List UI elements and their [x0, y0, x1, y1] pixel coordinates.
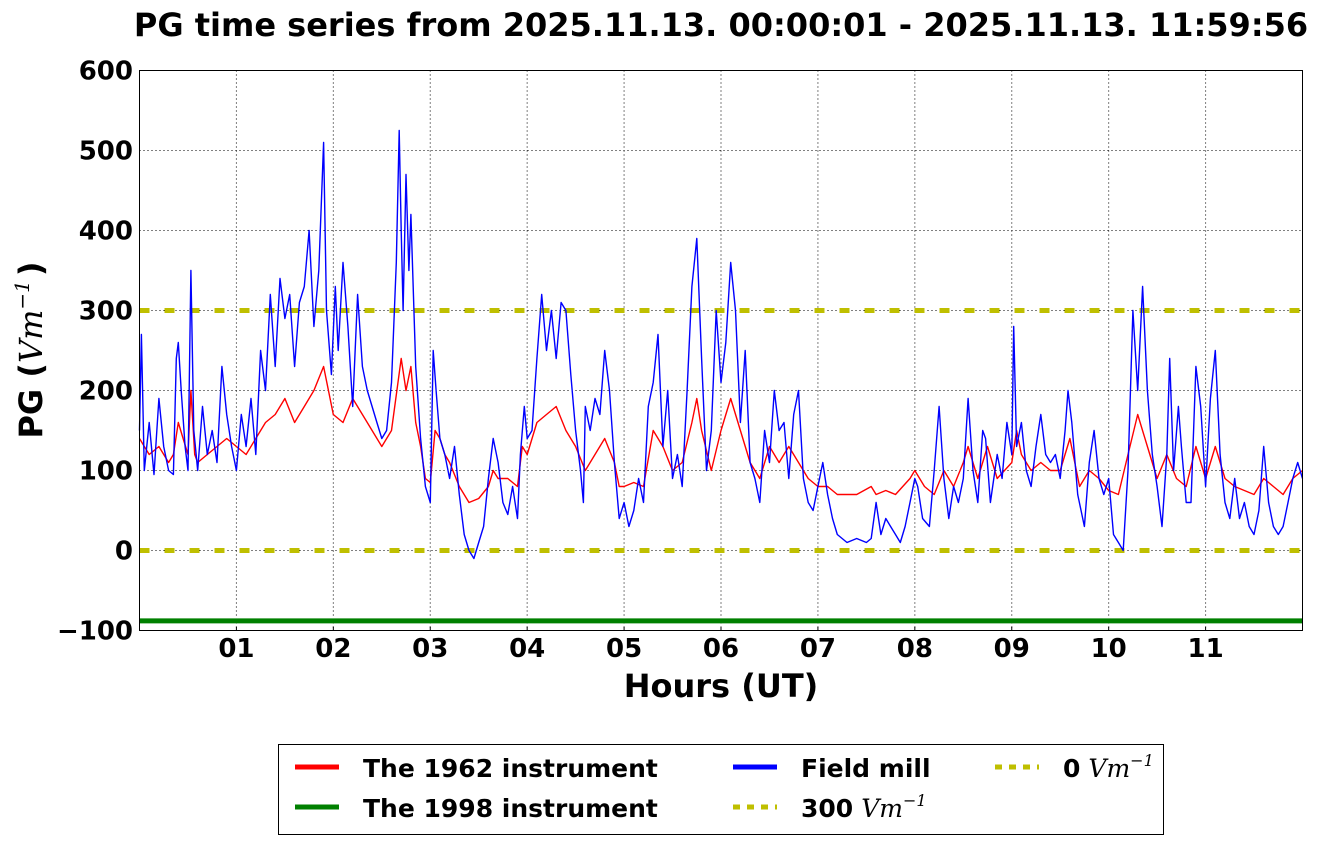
x-tick-label: 07: [800, 634, 836, 664]
legend-label: Field mill: [801, 754, 931, 783]
x-axis-label: Hours (UT): [624, 667, 819, 705]
legend-label: The 1962 instrument: [363, 754, 658, 783]
legend-item: The 1962 instrument: [295, 754, 658, 783]
legend-item: Field mill: [733, 754, 931, 783]
x-tick-label: 03: [412, 634, 448, 664]
y-tick-label: 0: [115, 537, 133, 567]
legend-label: 300 Vm−1: [801, 791, 927, 823]
legend-item: The 1998 instrument: [295, 794, 658, 823]
x-tick-label: 02: [315, 634, 351, 664]
x-tick-label: 04: [509, 634, 545, 664]
legend: The 1962 instrument The 1998 instrument Fi…: [278, 744, 1164, 835]
x-tick-label: 06: [703, 634, 739, 664]
y-tick-label: 400: [79, 217, 133, 247]
x-tick-label: 10: [1091, 634, 1127, 664]
x-tick-label: 01: [218, 634, 254, 664]
series-group: [138, 129, 1304, 624]
legend-label: The 1998 instrument: [363, 794, 658, 823]
x-tick-label: 05: [606, 634, 642, 664]
plot-frame: [139, 70, 1303, 631]
legend-item: 0 Vm−1: [995, 751, 1154, 783]
chart-title: PG time series from 2025.11.13. 00:00:01…: [134, 6, 1308, 44]
y-tick-label: −100: [57, 617, 133, 647]
x-tick-label: 09: [994, 634, 1030, 664]
y-axis-label: PG (Vm−1): [10, 261, 50, 438]
legend-item: 300 Vm−1: [733, 791, 927, 823]
x-tick-label: 08: [897, 634, 933, 664]
y-tick-label: 600: [79, 57, 133, 87]
grid: [139, 70, 1303, 631]
y-tick-label: 100: [79, 457, 133, 487]
y-tick-label: 300: [79, 297, 133, 327]
series-line-field-mill: [138, 129, 1304, 560]
y-tick-label: 500: [79, 137, 133, 167]
tick-labels: 01 02 03 04 05 06 07 08 09 10 11 −100 0 100 200 300 400 5…: [57, 57, 1224, 665]
legend-box: [278, 744, 1164, 835]
y-tick-label: 200: [79, 377, 133, 407]
x-tick-label: 11: [1187, 634, 1223, 664]
legend-label: 0 Vm−1: [1063, 751, 1154, 783]
